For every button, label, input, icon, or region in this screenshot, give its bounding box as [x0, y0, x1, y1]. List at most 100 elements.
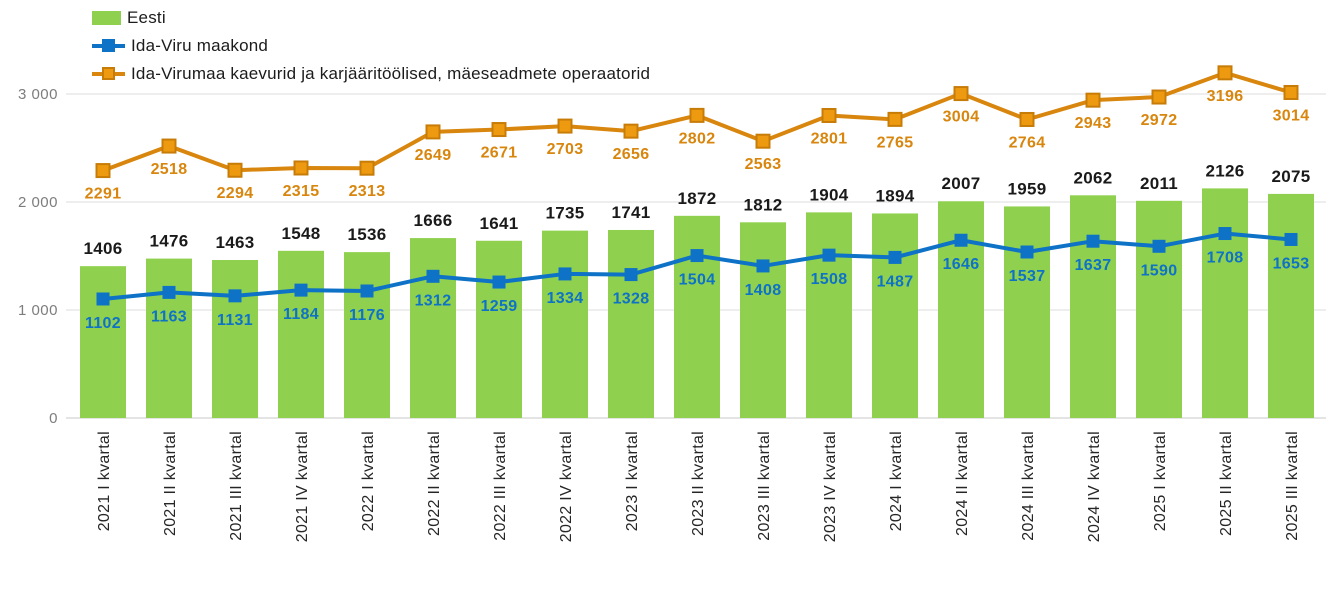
bar-value-label: 2062 [1073, 168, 1112, 187]
bar-value-label: 1872 [677, 189, 716, 208]
bar-value-label: 1812 [743, 195, 782, 214]
point-value-label: 2801 [811, 130, 848, 147]
line-marker[interactable] [1283, 84, 1299, 100]
point-value-label: 1259 [481, 298, 518, 315]
line-marker[interactable] [689, 107, 705, 123]
point-value-label: 1653 [1273, 255, 1310, 272]
line-marker[interactable] [359, 160, 375, 176]
legend-item-ida-viru-maakond[interactable]: Ida-Viru maakond [92, 33, 650, 58]
bar[interactable] [146, 258, 192, 418]
line-marker[interactable] [888, 250, 902, 264]
line-marker[interactable] [491, 122, 507, 138]
line-marker[interactable] [426, 269, 440, 283]
bar[interactable] [806, 212, 852, 418]
bar[interactable] [1070, 195, 1116, 418]
point-value-label: 3004 [943, 109, 980, 126]
line-marker[interactable] [821, 107, 837, 123]
point-value-label: 1184 [283, 306, 319, 323]
line-marker[interactable] [162, 285, 176, 299]
line-marker[interactable] [1152, 239, 1166, 253]
line-marker[interactable] [690, 249, 704, 263]
line-marker[interactable] [161, 138, 177, 154]
point-value-label: 2765 [877, 134, 914, 151]
point-value-label: 1176 [349, 307, 385, 324]
bar[interactable] [212, 259, 258, 418]
point-value-label: 2291 [85, 186, 122, 203]
bar[interactable] [1136, 200, 1182, 418]
legend-item-kaevurid[interactable]: Ida-Virumaa kaevurid ja karjääritöölised… [92, 61, 650, 86]
point-value-label: 2671 [481, 145, 518, 162]
y-axis-tick-label: 3 000 [18, 86, 58, 103]
legend-label: Ida-Viru maakond [131, 35, 269, 55]
line-marker[interactable] [96, 292, 110, 306]
bar-value-label: 2075 [1271, 167, 1310, 186]
line-marker[interactable] [228, 289, 242, 303]
bar[interactable] [674, 215, 720, 418]
bar[interactable] [1004, 206, 1050, 418]
point-value-label: 1708 [1207, 250, 1244, 267]
line-marker[interactable] [953, 86, 969, 102]
line-marker[interactable] [1085, 92, 1101, 108]
line-marker[interactable] [623, 123, 639, 139]
line-marker[interactable] [1086, 234, 1100, 248]
point-value-label: 2649 [415, 147, 452, 164]
bar-value-label: 1536 [347, 225, 386, 244]
bar[interactable] [278, 250, 324, 418]
line-marker[interactable] [360, 284, 374, 298]
x-axis-label: 2022 IV kvartal [558, 431, 575, 542]
x-axis-label: 2023 III kvartal [756, 431, 773, 541]
line-marker[interactable] [1284, 232, 1298, 246]
bar[interactable] [410, 238, 456, 418]
bar-value-label: 1894 [875, 186, 914, 205]
point-value-label: 2703 [547, 141, 584, 158]
line-marker[interactable] [293, 160, 309, 176]
x-axis-label: 2022 III kvartal [492, 431, 509, 541]
y-axis-tick-label: 2 000 [18, 194, 58, 211]
point-value-label: 2518 [151, 161, 188, 178]
bar[interactable] [1268, 193, 1314, 418]
point-value-label: 1328 [613, 291, 650, 308]
line-marker[interactable] [954, 233, 968, 247]
line-marker[interactable] [1019, 111, 1035, 127]
line-marker[interactable] [95, 163, 111, 179]
line-marker[interactable] [755, 133, 771, 149]
x-axis-label: 2021 IV kvartal [294, 431, 311, 542]
point-value-label: 2313 [349, 183, 386, 200]
bar-value-label: 1641 [479, 214, 518, 233]
legend-item-eesti[interactable]: Eesti [92, 5, 650, 30]
x-axis-label: 2023 II kvartal [690, 431, 707, 536]
bar[interactable] [1202, 188, 1248, 418]
bar[interactable] [344, 252, 390, 418]
line-marker[interactable] [492, 275, 506, 289]
line-marker[interactable] [558, 267, 572, 281]
x-axis-label: 2023 I kvartal [624, 431, 641, 531]
x-axis-label: 2024 III kvartal [1020, 431, 1037, 541]
bar[interactable] [476, 240, 522, 418]
line-marker[interactable] [822, 248, 836, 262]
point-value-label: 1334 [547, 290, 584, 307]
y-axis-tick-label: 0 [49, 410, 58, 427]
line-square-swatch-icon [92, 37, 125, 54]
bar[interactable] [740, 222, 786, 418]
bar-value-label: 2007 [941, 174, 980, 193]
line-marker[interactable] [1151, 89, 1167, 105]
bar[interactable] [608, 229, 654, 418]
x-axis-label: 2025 III kvartal [1284, 431, 1301, 541]
bar[interactable] [542, 230, 588, 418]
line-marker[interactable] [1218, 227, 1232, 241]
line-marker[interactable] [624, 268, 638, 282]
point-value-label: 1504 [679, 272, 716, 289]
line-marker[interactable] [756, 259, 770, 273]
line-marker[interactable] [227, 162, 243, 178]
bar[interactable] [80, 266, 126, 418]
line-marker[interactable] [557, 118, 573, 134]
line-marker[interactable] [294, 283, 308, 297]
line-marker[interactable] [1020, 245, 1034, 259]
y-axis-tick-label: 1 000 [18, 302, 58, 319]
point-value-label: 1508 [811, 271, 848, 288]
point-value-label: 2972 [1141, 112, 1178, 129]
line-marker[interactable] [425, 124, 441, 140]
bar[interactable] [872, 213, 918, 418]
line-marker[interactable] [1217, 65, 1233, 81]
line-marker[interactable] [887, 111, 903, 127]
